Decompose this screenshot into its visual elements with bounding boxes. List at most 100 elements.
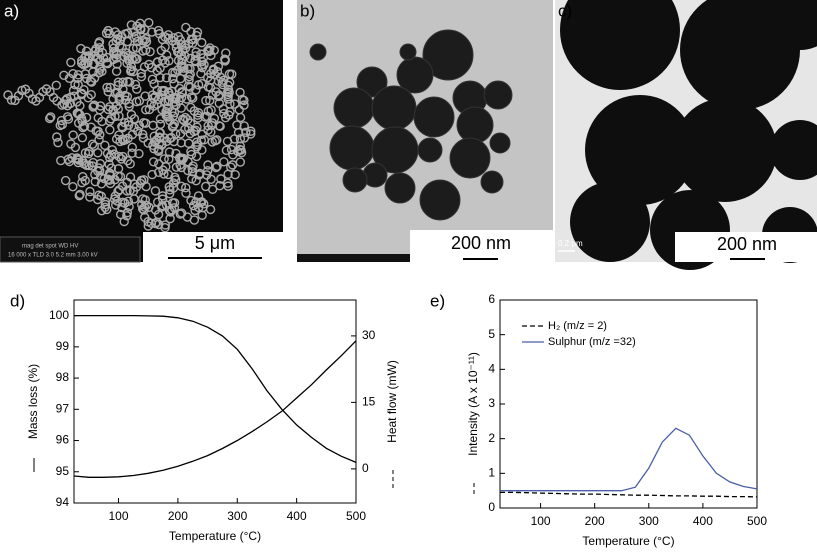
particle xyxy=(123,28,133,38)
series-line xyxy=(74,314,357,463)
particle xyxy=(77,132,88,143)
particle xyxy=(208,64,219,74)
y-tick-label: 4 xyxy=(488,362,495,376)
particle xyxy=(104,159,114,169)
particle xyxy=(371,85,417,131)
particle xyxy=(100,199,111,210)
particle xyxy=(114,111,124,121)
particle xyxy=(108,105,118,115)
particle xyxy=(67,153,77,163)
particle xyxy=(246,129,256,139)
x-tick-label: 400 xyxy=(287,509,307,523)
particle xyxy=(104,168,115,178)
particle xyxy=(140,25,150,35)
particle xyxy=(84,51,94,61)
particle xyxy=(180,40,190,51)
particle xyxy=(152,217,162,227)
particle xyxy=(137,175,147,186)
particle xyxy=(187,174,197,184)
particle xyxy=(396,56,434,94)
particle xyxy=(123,196,134,207)
particle xyxy=(56,115,67,126)
particle xyxy=(109,149,119,159)
particle xyxy=(212,135,222,145)
particle xyxy=(166,132,177,143)
particle xyxy=(159,133,170,143)
x-tick-label: 300 xyxy=(227,509,247,523)
particle xyxy=(129,33,140,43)
particle xyxy=(89,100,100,110)
image-strip xyxy=(297,254,417,262)
particle xyxy=(214,90,224,100)
particle xyxy=(171,43,182,53)
y-tick-label: 98 xyxy=(56,370,70,384)
particle xyxy=(80,69,91,79)
particle xyxy=(125,172,136,182)
particle xyxy=(221,145,232,156)
particle xyxy=(86,122,96,132)
particle xyxy=(164,188,175,199)
particle xyxy=(159,85,169,96)
particle xyxy=(77,156,88,166)
particle xyxy=(160,58,170,68)
particle xyxy=(215,180,225,191)
particle xyxy=(215,121,225,132)
particle xyxy=(210,136,220,146)
particle xyxy=(125,185,135,196)
particle xyxy=(134,96,145,106)
particle xyxy=(194,170,204,180)
y-tick-label: 5 xyxy=(488,327,495,341)
particle xyxy=(356,66,388,98)
particle xyxy=(105,125,115,135)
particle xyxy=(154,128,165,138)
particle xyxy=(456,106,494,144)
particle xyxy=(126,65,136,75)
particle xyxy=(181,183,191,193)
particle xyxy=(124,202,134,212)
x-tick-label: 100 xyxy=(109,509,129,523)
particle xyxy=(86,77,97,87)
particle xyxy=(90,176,101,187)
panel-label: d) xyxy=(10,291,25,310)
particles xyxy=(560,0,817,270)
legend-label: Sulphur (m/z =32) xyxy=(548,336,636,348)
particle xyxy=(145,46,155,57)
particle xyxy=(201,95,211,106)
particle xyxy=(180,51,190,61)
particle xyxy=(205,204,216,215)
particle xyxy=(150,186,161,196)
particle xyxy=(203,106,214,116)
particle xyxy=(230,170,240,180)
x-tick-label: 100 xyxy=(531,514,551,528)
scale-box xyxy=(410,230,553,262)
particle xyxy=(178,45,188,55)
particle xyxy=(135,23,146,34)
particle xyxy=(221,48,231,58)
particle xyxy=(185,82,195,92)
particle xyxy=(185,128,195,139)
particle xyxy=(129,122,139,133)
particle xyxy=(123,133,133,144)
particle xyxy=(147,169,157,180)
particle xyxy=(96,179,107,189)
particle xyxy=(62,100,73,111)
particle xyxy=(202,166,213,176)
particle xyxy=(143,138,153,148)
particle xyxy=(191,47,201,57)
particle xyxy=(70,142,81,153)
particle xyxy=(76,58,87,68)
particle xyxy=(122,186,132,196)
particle xyxy=(109,194,120,204)
particle xyxy=(137,204,148,214)
particle xyxy=(56,155,66,166)
particle xyxy=(62,94,72,104)
particle xyxy=(489,132,511,154)
particle xyxy=(176,103,186,113)
particle xyxy=(223,80,233,90)
particle xyxy=(227,160,238,170)
particle xyxy=(419,179,461,221)
particle xyxy=(186,195,196,206)
particle xyxy=(132,84,142,94)
particle xyxy=(114,130,124,140)
particle xyxy=(87,139,98,149)
